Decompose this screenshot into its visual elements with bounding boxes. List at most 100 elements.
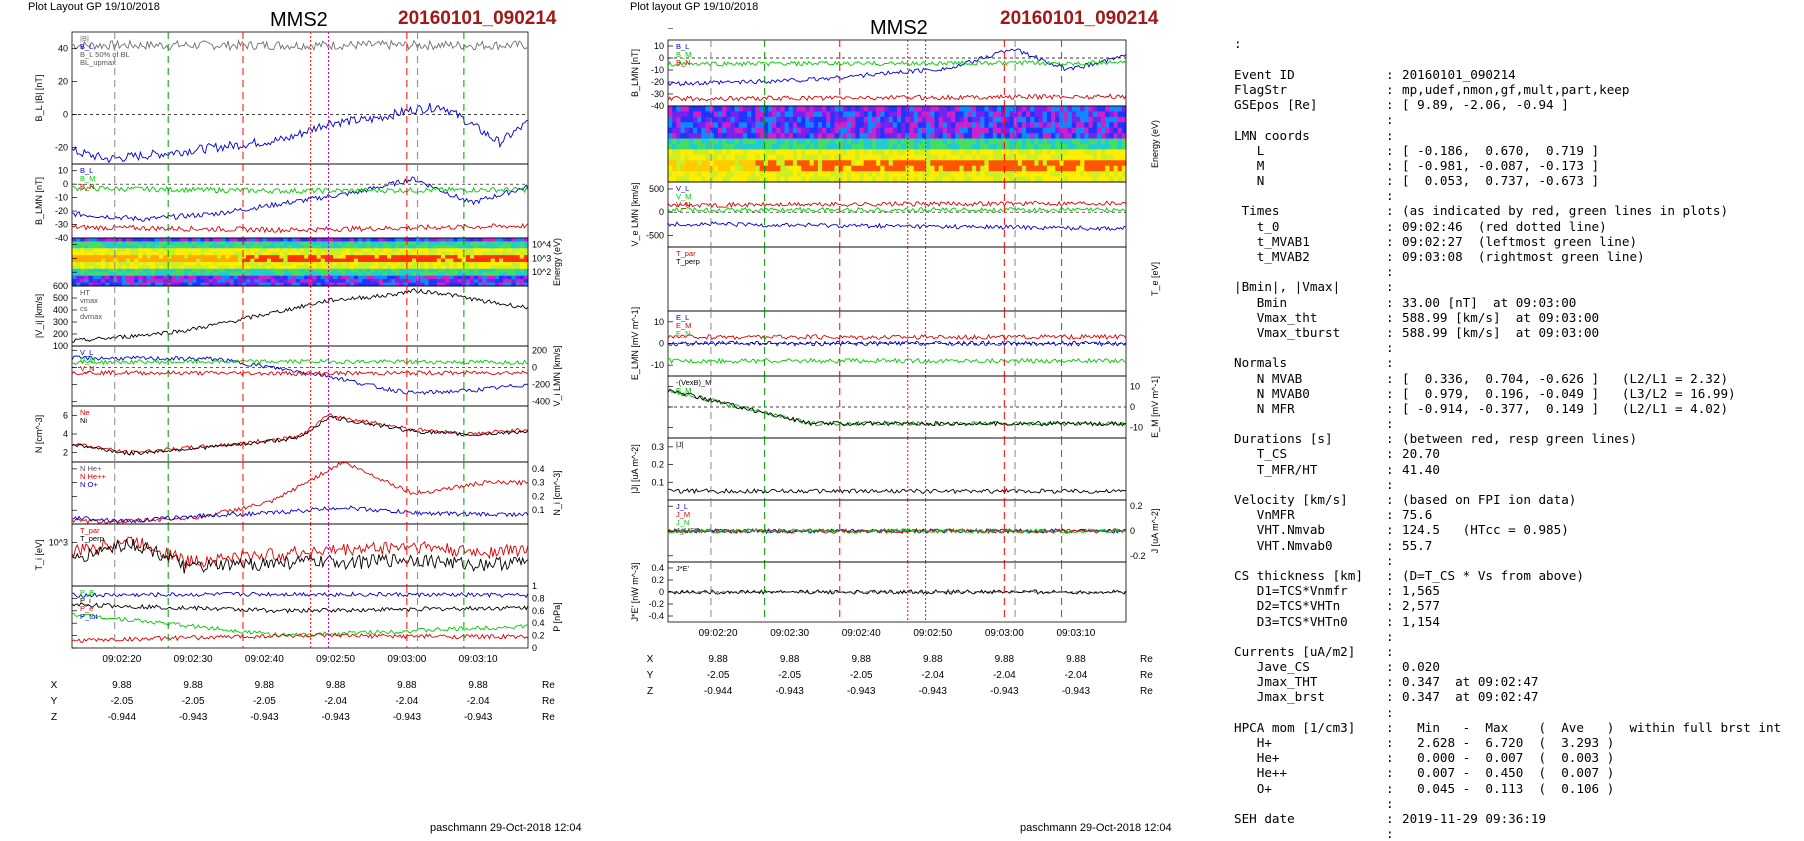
spectrogram-cell [851, 149, 856, 156]
spectrogram-cell [834, 144, 840, 150]
info-value: [ 9.89, -2.06, -0.94 ] [1402, 97, 1569, 113]
spectrogram-cell [416, 251, 421, 256]
spectrogram-cell [283, 244, 289, 249]
spectrogram-cell [511, 258, 517, 263]
spectrogram-cell [109, 251, 114, 256]
spectrogram-cell [358, 238, 363, 242]
spectrogram-cell [125, 251, 131, 256]
spectrogram-cell [680, 171, 686, 178]
spectrogram-cell [275, 275, 280, 280]
spectrogram-cell [851, 127, 856, 134]
spectrogram-cell [163, 241, 168, 246]
spectrogram-cell [403, 265, 409, 270]
spectrogram-cell [934, 144, 940, 150]
spectrogram-cell [283, 279, 289, 284]
spectrogram-cell [142, 279, 148, 284]
spectrogram-cell [320, 272, 326, 277]
spectrogram-cell [420, 258, 425, 263]
spectrogram-cell [838, 176, 844, 183]
spectrogram-cell [300, 241, 305, 246]
info-key: Vmax_tburst [1234, 324, 1341, 340]
spectrogram-cell [863, 144, 869, 150]
spectrogram-cell [324, 268, 330, 273]
spectrogram-cell [291, 275, 297, 280]
info-key: D2=TCS*VHTn [1234, 598, 1341, 614]
spectrogram-cell [453, 265, 459, 270]
spectrogram-cell [316, 262, 322, 266]
spectrogram-cell [233, 262, 239, 266]
spectrogram-cell [121, 248, 127, 253]
spectrogram-cell [445, 241, 450, 246]
spectrogram-cell [1117, 149, 1123, 156]
spectrogram-cell [926, 111, 931, 118]
spectrogram-cell [688, 176, 694, 183]
spectrogram-cell [805, 176, 811, 183]
tick-label: -40 [651, 101, 664, 111]
legend-entry: B_L [80, 166, 93, 175]
spectrogram-cell [233, 265, 239, 270]
spectrogram-cell [80, 248, 85, 253]
spectrogram-cell [212, 241, 218, 246]
spectrogram-cell [395, 268, 400, 273]
spectrogram-cell [200, 262, 206, 266]
spectrogram-cell [1080, 122, 1085, 129]
legend-entry: P_e [80, 604, 93, 613]
time-tick-label: 09:02:50 [913, 628, 952, 639]
info-key: T_MFR/HT [1234, 461, 1318, 477]
spectrogram-cell [988, 154, 994, 161]
spectrogram-cell [72, 265, 77, 270]
spectrogram-cell [734, 122, 740, 129]
spectrogram-cell [519, 265, 525, 270]
spectrogram-cell [494, 255, 500, 260]
spectrogram-cell [457, 282, 463, 287]
spectrogram-cell [705, 171, 711, 178]
time-tick-label: 09:03:10 [1056, 628, 1095, 639]
spectrogram-cell [432, 251, 438, 256]
spectrogram-cell [440, 248, 446, 253]
spectrogram-cell [353, 275, 359, 280]
series-line [71, 633, 529, 643]
info-key: CS thickness [km] [1234, 567, 1363, 583]
spectrogram-cell [838, 165, 844, 172]
spectrogram-cell [159, 258, 164, 263]
spectrogram-cell [680, 144, 686, 150]
spectrogram-cell [432, 244, 438, 249]
spectrogram-cell [183, 241, 189, 246]
spectrogram-cell [976, 106, 981, 112]
spectrogram-cell [967, 144, 973, 150]
spectrogram-cell [262, 265, 268, 270]
info-line: : [1234, 264, 1781, 279]
spectrogram-cell [888, 149, 894, 156]
spectrogram-cell [246, 238, 251, 242]
spectrogram-cell [917, 154, 923, 161]
spectrogram-cell [1105, 165, 1110, 172]
spectrogram-cell [353, 272, 359, 277]
spectrogram-cell [905, 106, 910, 112]
spectrogram-cell [420, 262, 425, 266]
spectrogram-cell [254, 255, 260, 260]
spectrogram-cell [333, 258, 338, 263]
spectrogram-cell [826, 106, 831, 112]
spectrogram-cell [241, 265, 247, 270]
info-colon: : [1386, 522, 1394, 538]
spectrogram-cell [291, 262, 297, 266]
spectrogram-cell [692, 171, 698, 178]
spectrogram-cell [275, 282, 280, 287]
spectrogram-cell [403, 282, 409, 287]
spectrogram-cell [96, 268, 102, 273]
spectrogram-cell [490, 248, 496, 253]
spectrogram-cell [229, 268, 235, 273]
spectrogram-cell [1063, 176, 1069, 183]
spectrogram-cell [776, 149, 781, 156]
spectrogram-cell [283, 238, 289, 242]
spectrogram-cell [428, 272, 434, 277]
spectrogram-cell [917, 144, 923, 150]
spectrogram-cell [668, 144, 673, 150]
spectrogram-cell [801, 116, 806, 123]
tick-label: 0 [659, 339, 664, 349]
spectrogram-cell [370, 282, 376, 287]
spectrogram-cell [767, 176, 773, 183]
spectrogram-cell [897, 154, 902, 161]
spectrogram-cell [196, 255, 202, 260]
spectrogram-cell [76, 275, 81, 280]
